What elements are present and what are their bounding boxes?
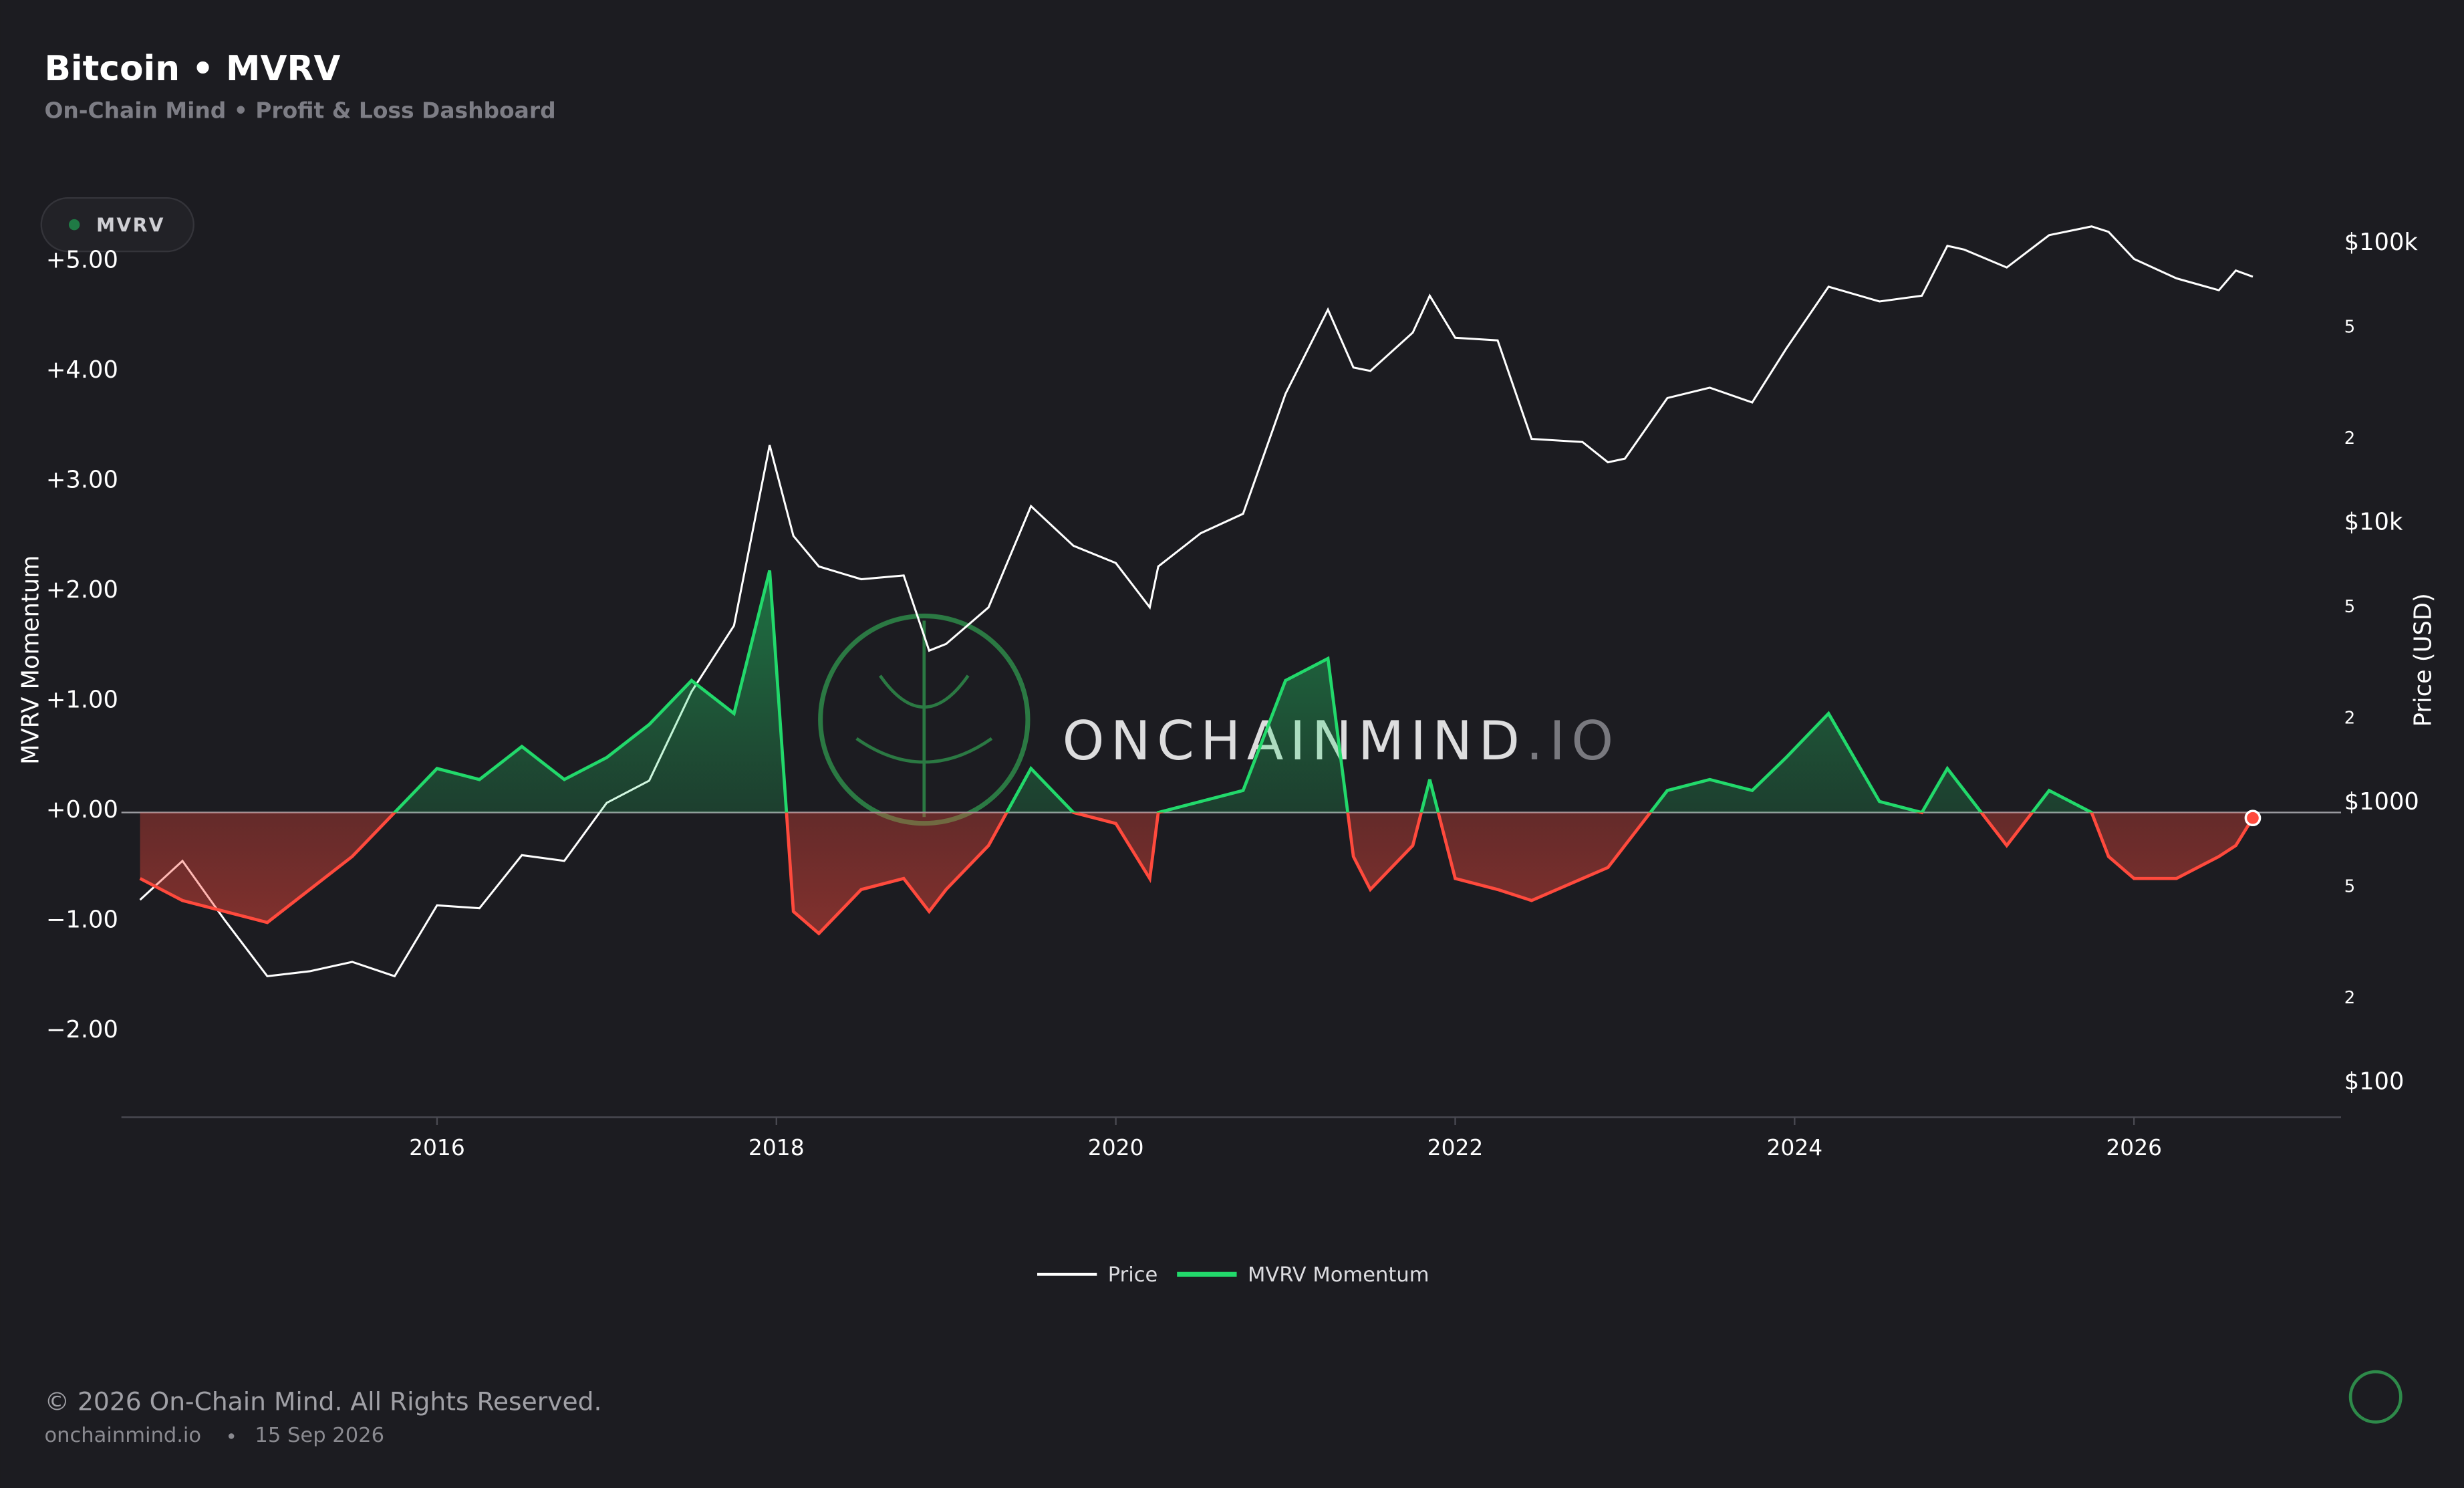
y-tick-label: +4.00 (46, 356, 118, 384)
x-tick-label: 2016 (409, 1134, 465, 1160)
x-tick-label: 2024 (1767, 1134, 1823, 1160)
y2-tick-label: $100 (2344, 1068, 2405, 1095)
watermark-suffix: .IO (1526, 710, 1619, 772)
legend-mvrv: MVRV Momentum (1248, 1263, 1429, 1287)
y2-tick-label: 5 (2344, 597, 2355, 617)
page-title: Bitcoin • MVRV (44, 49, 340, 89)
y2-tick-label: $1000 (2344, 788, 2419, 816)
legend-price: Price (1108, 1263, 1158, 1287)
y2-tick-label: 2 (2344, 709, 2355, 729)
x-tick-label: 2020 (1088, 1134, 1144, 1160)
brain-lines (855, 620, 993, 818)
y2-tick-label: 2 (2344, 988, 2355, 1008)
y-tick-label: +2.00 (46, 576, 118, 604)
page-subtitle: On-Chain Mind • Profit & Loss Dashboard (44, 97, 555, 123)
y2-tick-label: 5 (2344, 318, 2355, 338)
y2-tick-label: $100k (2344, 229, 2419, 256)
footer-separator (228, 1433, 235, 1439)
toggle-pill[interactable] (40, 197, 194, 253)
y-tick-label: +1.00 (46, 687, 118, 714)
footer-copyright: © 2026 On-Chain Mind. All Rights Reserve… (44, 1387, 601, 1416)
y-tick-label: +3.00 (46, 467, 118, 494)
x-tick-label: 2026 (2106, 1134, 2162, 1160)
y2-tick-label: 5 (2344, 876, 2355, 896)
mvrv-line-positive (392, 570, 2094, 813)
toggle-dot (68, 219, 80, 231)
y2-axis-title: Price (USD) (2410, 593, 2437, 727)
mvrv-toggle[interactable]: MVRV (40, 197, 194, 253)
footer-site[interactable]: onchainmind.io (44, 1424, 201, 1447)
y2-tick-label: 2 (2344, 428, 2355, 449)
y-axis-title: MVRV Momentum (17, 555, 45, 765)
footer-date: 15 Sep 2026 (255, 1424, 384, 1447)
bottom-legend: Price MVRV Momentum (1037, 1263, 1429, 1287)
mvrv-area-negative (140, 812, 2253, 934)
y-tick-label: +0.00 (46, 796, 118, 824)
y-tick-label: +5.00 (46, 246, 118, 273)
mvrv-area-positive (140, 570, 2253, 813)
x-tick-label: 2018 (748, 1134, 805, 1160)
footer-logo (2348, 1370, 2403, 1424)
price-line (139, 225, 2253, 978)
y-tick-label: −2.00 (46, 1016, 118, 1043)
x-tick-label: 2022 (1427, 1134, 1484, 1160)
y2-tick-label: $10k (2344, 509, 2403, 536)
y-tick-label: −1.00 (46, 906, 118, 934)
toggle-label[interactable]: MVRV (96, 214, 165, 236)
last-point (2244, 810, 2262, 827)
